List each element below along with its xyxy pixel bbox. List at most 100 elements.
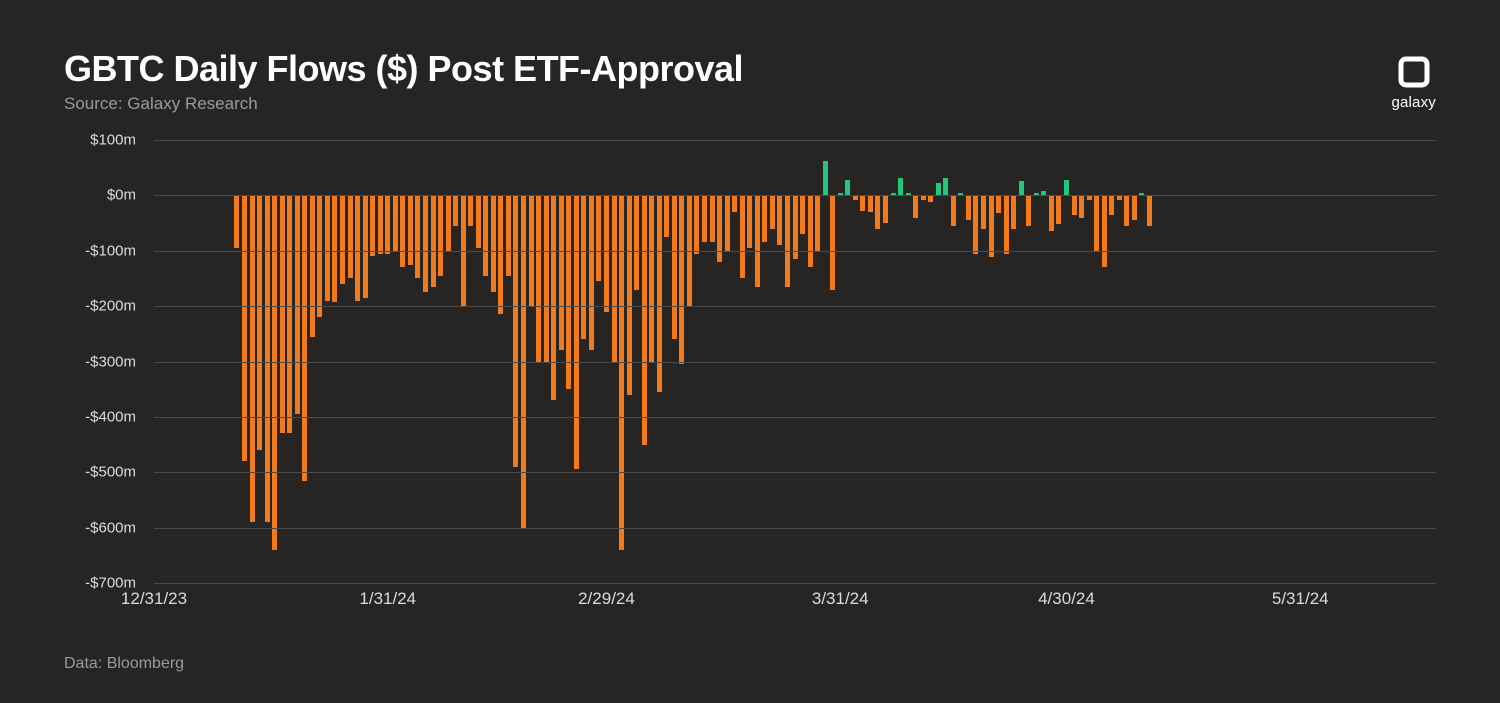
flow-bar [1011,195,1016,228]
y-tick-label: -$300m [85,353,136,370]
flow-bar [234,195,239,248]
gridline [154,140,1436,141]
gridline [154,472,1436,473]
flow-bar [348,195,353,278]
flow-bar [642,195,647,444]
flow-bar [400,195,405,267]
y-axis: $100m$0m-$100m-$200m-$300m-$400m-$500m-$… [64,140,144,583]
x-tick-label: 1/31/24 [359,589,416,609]
x-tick-label: 2/29/24 [578,589,635,609]
flow-bar [725,195,730,250]
x-tick-label: 3/31/24 [812,589,869,609]
chart-area: $100m$0m-$100m-$200m-$300m-$400m-$500m-$… [64,140,1436,613]
flow-bar [717,195,722,261]
flow-bar [634,195,639,289]
flow-bar [332,195,337,301]
flow-bar [694,195,699,253]
flow-bar [559,195,564,350]
flow-bar [363,195,368,297]
flow-bar [581,195,586,339]
flow-bar [295,195,300,414]
flow-bar [732,195,737,212]
flow-bar [476,195,481,248]
flow-bar [370,195,375,256]
flow-bar [1056,195,1061,224]
flow-bar [951,195,956,225]
flow-bar [325,195,330,300]
flow-bar [740,195,745,278]
flow-bar [468,195,473,225]
flow-bar [257,195,262,450]
y-tick-label: -$600m [85,519,136,536]
x-axis: 12/31/231/31/242/29/243/31/244/30/245/31… [154,583,1436,613]
flow-bar [287,195,292,433]
flow-bar [1124,195,1129,225]
y-tick-label: -$200m [85,298,136,315]
flow-bar [702,195,707,242]
flow-bar [506,195,511,275]
flow-bar [498,195,503,314]
flow-bar [936,183,941,195]
flow-bar [604,195,609,311]
flow-bar [310,195,315,336]
flow-bar [272,195,277,549]
flow-bar [868,195,873,212]
flow-bar [619,195,624,549]
flow-bar [574,195,579,469]
flow-bar [808,195,813,267]
flow-bar [883,195,888,223]
flow-bar [385,195,390,253]
brand-logo: galaxy [1391,52,1436,111]
flow-bar [612,195,617,361]
flow-bar [793,195,798,259]
flow-bar [355,195,360,300]
gridline [154,251,1436,252]
flow-bar [1094,195,1099,250]
flow-bar [973,195,978,253]
y-tick-label: -$400m [85,408,136,425]
flow-bar [943,178,948,196]
flow-bar [1132,195,1137,220]
y-tick-label: -$500m [85,464,136,481]
flow-bar [1004,195,1009,253]
flow-bar [981,195,986,228]
flow-bar [898,178,903,196]
gridline [154,417,1436,418]
flow-bar [913,195,918,217]
flow-bar [1049,195,1054,231]
flow-bar [242,195,247,461]
y-tick-label: $100m [90,132,136,149]
flow-bar [551,195,556,400]
flow-bar [566,195,571,389]
x-tick-label: 4/30/24 [1038,589,1095,609]
flow-bar [1109,195,1114,214]
flow-bar [785,195,790,286]
flow-bar [408,195,413,264]
flow-bar [1102,195,1107,267]
flow-bar [589,195,594,350]
flow-bar [446,195,451,250]
flow-bar [755,195,760,286]
flow-bar [664,195,669,237]
flow-bar [823,161,828,196]
chart-header: GBTC Daily Flows ($) Post ETF-Approval S… [64,48,743,114]
flow-bar [302,195,307,480]
flow-bar [1147,195,1152,225]
flow-bar [800,195,805,234]
galaxy-logo-icon [1394,52,1434,92]
flow-bar [393,195,398,250]
gridline [154,306,1436,307]
flow-bar [627,195,632,394]
flow-bar [1064,180,1069,196]
flow-bar [513,195,518,466]
flow-bar [830,195,835,289]
flow-bar [491,195,496,292]
flow-bar [747,195,752,248]
flow-bar [378,195,383,253]
flow-bar [415,195,420,278]
flow-bar [845,180,850,196]
flow-bar [770,195,775,228]
flow-bar [536,195,541,361]
chart-title: GBTC Daily Flows ($) Post ETF-Approval [64,48,743,90]
flow-bar [762,195,767,242]
